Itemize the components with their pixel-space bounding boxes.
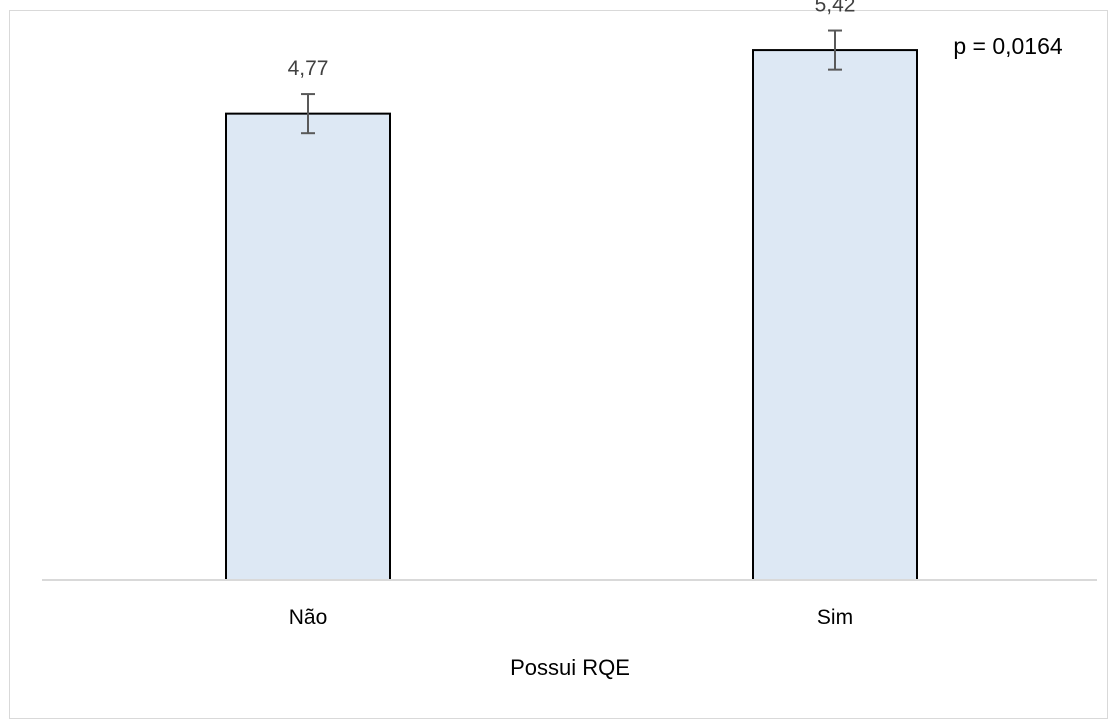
bars-layer: [225, 49, 918, 582]
x-axis-title: Possui RQE: [510, 655, 630, 680]
data-label-1: 5,42: [815, 0, 856, 17]
bar-1: [752, 49, 918, 582]
p-value-annotation: p = 0,0164: [953, 33, 1063, 59]
x-tick-label-1: Sim: [817, 606, 853, 629]
x-tick-label-0: Não: [289, 606, 328, 629]
chart-border: [9, 10, 1108, 719]
bar-0: [225, 112, 391, 582]
data-label-0: 4,77: [288, 57, 329, 80]
